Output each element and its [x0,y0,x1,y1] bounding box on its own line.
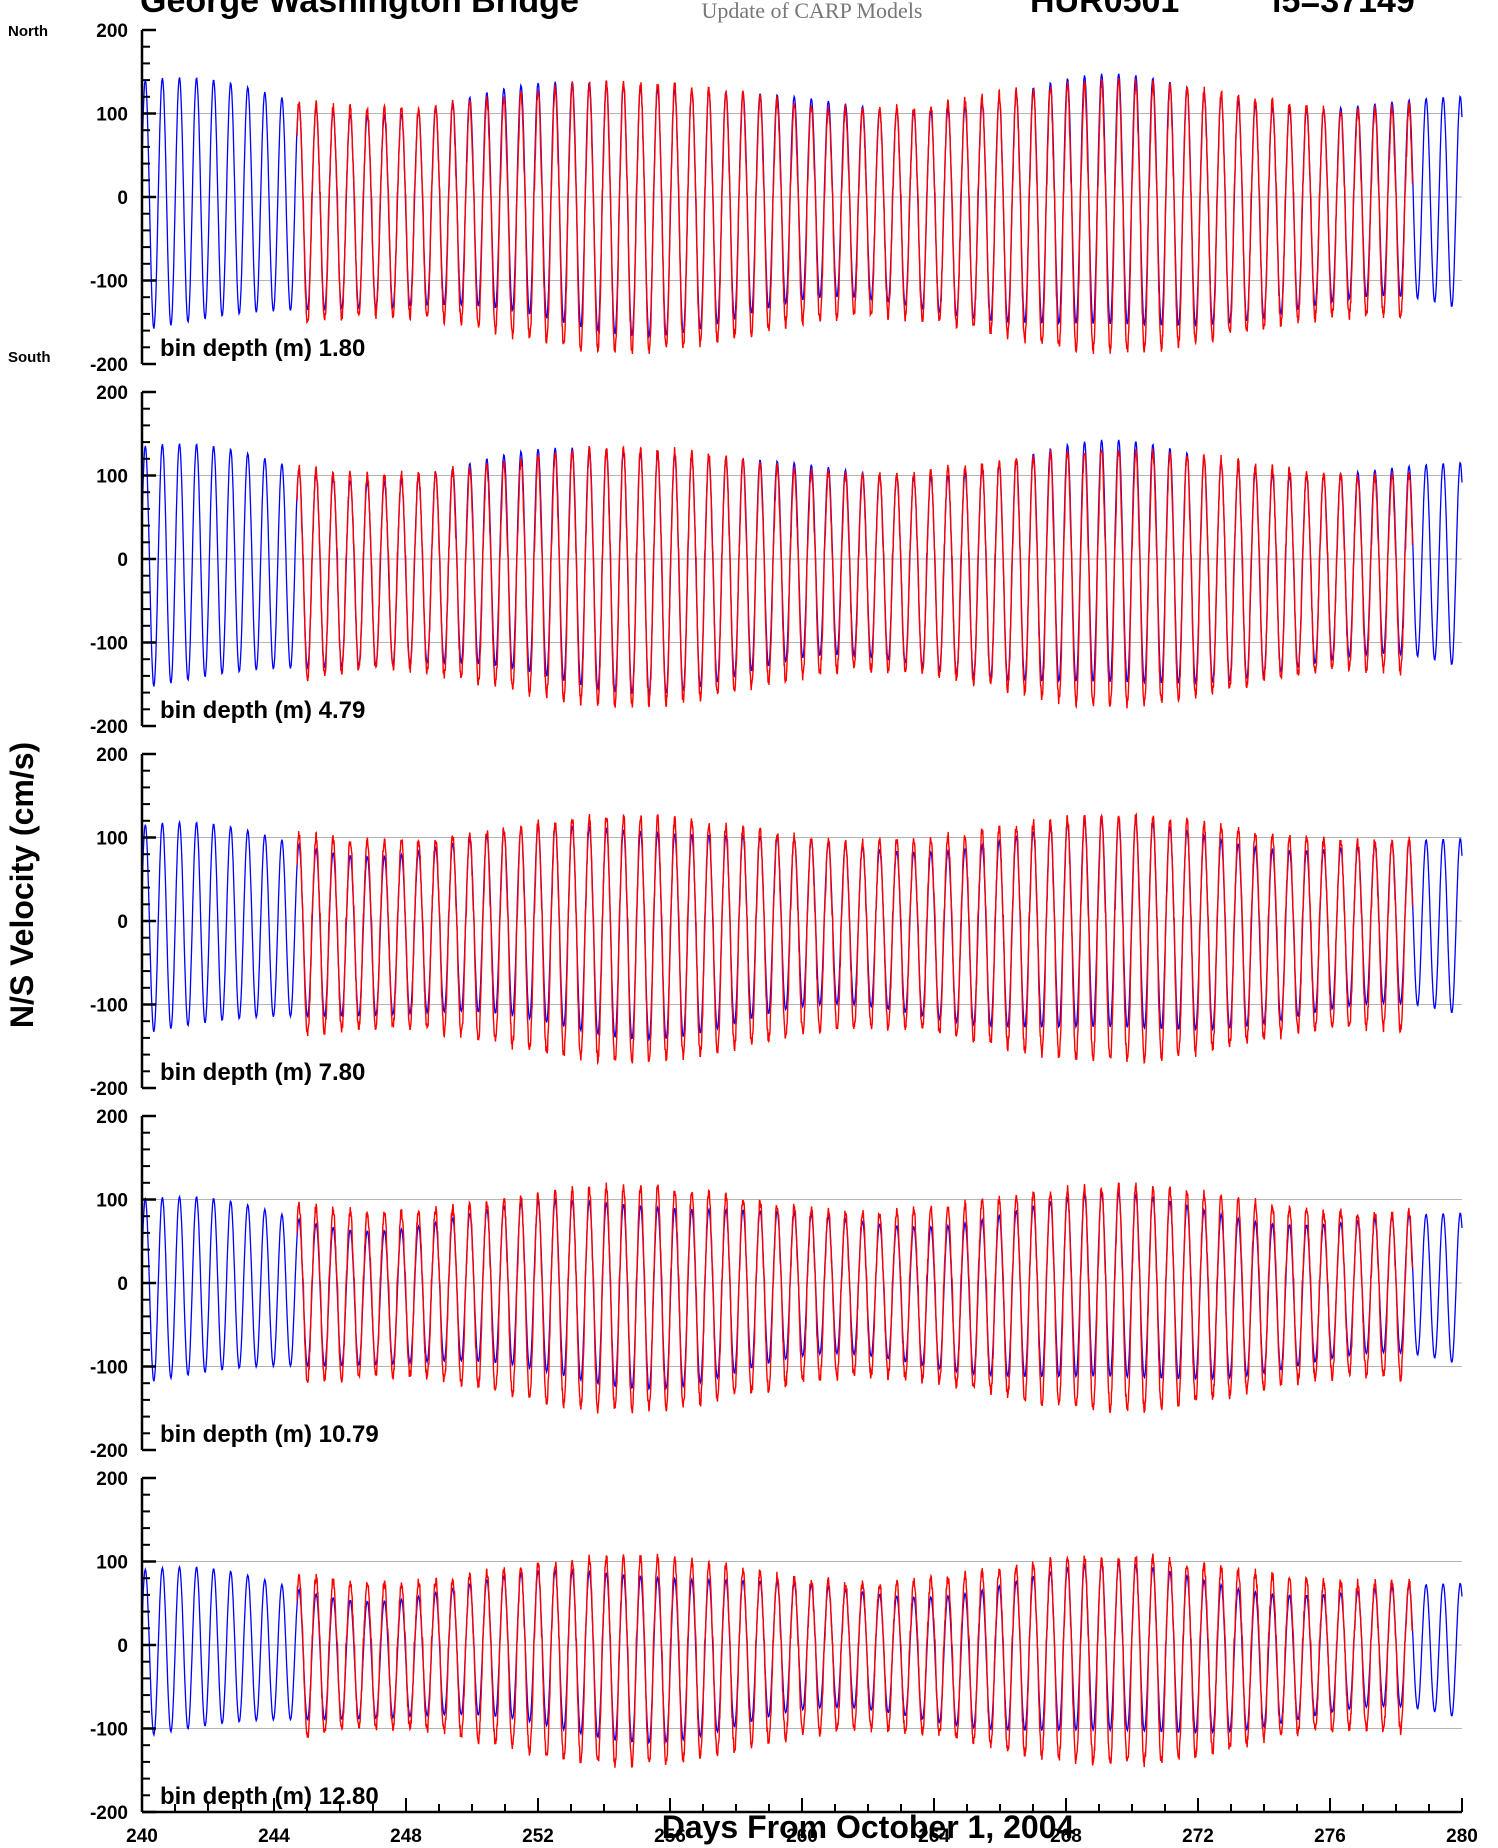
y-tick-label: 0 [117,550,128,571]
chart-title: George Washington Bridge [140,0,579,20]
observed-series-line [296,812,1414,1066]
y-tick-label: -100 [90,1720,128,1741]
chart-subtitle: Update of CARP Models [701,0,922,23]
x-tick-label: 260 [786,1826,818,1847]
x-tick-label: 264 [918,1826,950,1847]
x-tick-label: 256 [654,1826,686,1847]
y-tick-label: 100 [96,467,128,488]
panel-3: 200 100 0 -100 -200 bin depth (m) 7.80 [90,745,1463,1100]
y-tick-label: -100 [90,272,128,293]
x-tick-label: 280 [1446,1826,1478,1847]
chart-title-station: HUR0501 [1030,0,1179,20]
y-tick-label: 0 [117,1636,128,1657]
y-tick-label: -100 [90,996,128,1017]
y-tick-label: 100 [96,1191,128,1212]
y-tick-label: 200 [96,1107,128,1128]
x-tick-label: 248 [390,1826,422,1847]
y-tick-label: -200 [90,1441,128,1462]
x-axis-title: Days From October 1, 2004 [662,1809,1075,1845]
chart-title-id: l5=37149 [1272,0,1415,20]
x-tick-label: 240 [126,1826,158,1847]
y-axis-title: N/S Velocity (cm/s) [4,742,40,1028]
y-tick-label: 200 [96,745,128,766]
y-tick-label: -200 [90,717,128,738]
y-tick-label: -100 [90,634,128,655]
y-tick-label: 0 [117,1274,128,1295]
x-tick-label: 252 [522,1826,554,1847]
y-tick-label: 200 [96,383,128,404]
observed-series-line [296,77,1414,355]
bin-depth-label: bin depth (m) 1.80 [160,335,365,362]
y-tick-label: 100 [96,105,128,126]
x-tick-label: 272 [1182,1826,1214,1847]
y-tick-label: -100 [90,1358,128,1379]
north-label: North [8,23,48,40]
y-tick-label: 0 [117,188,128,209]
y-tick-label: -200 [90,1803,128,1824]
y-tick-label: 100 [96,1553,128,1574]
observed-series-line [296,1553,1414,1768]
panels-group: 200 100 0 -100 -200 bin depth (m) 1.80 North So… [8,21,1478,1847]
y-tick-label: 0 [117,912,128,933]
panel-1: 200 100 0 -100 -200 bin depth (m) 1.80 North So… [8,21,1463,376]
panel-2: 200 100 0 -100 -200 bin depth (m) 4.79 [90,383,1463,738]
bin-depth-label: bin depth (m) 10.79 [160,1421,379,1448]
observed-series-line [296,1182,1414,1414]
x-tick-label: 244 [258,1826,290,1847]
y-tick-label: 200 [96,21,128,42]
x-tick-label: 276 [1314,1826,1346,1847]
south-label: South [8,349,51,366]
x-tick-label: 268 [1050,1826,1082,1847]
bin-depth-label: bin depth (m) 7.80 [160,1059,365,1086]
y-tick-label: 100 [96,829,128,850]
bin-depth-label: bin depth (m) 12.80 [160,1783,379,1810]
y-tick-label: -200 [90,355,128,376]
y-tick-label: 200 [96,1469,128,1490]
y-tick-label: -200 [90,1079,128,1100]
observed-series-line [296,445,1414,709]
panel-4: 200 100 0 -100 -200 bin depth (m) 10.79 [90,1107,1463,1462]
bin-depth-label: bin depth (m) 4.79 [160,697,365,724]
